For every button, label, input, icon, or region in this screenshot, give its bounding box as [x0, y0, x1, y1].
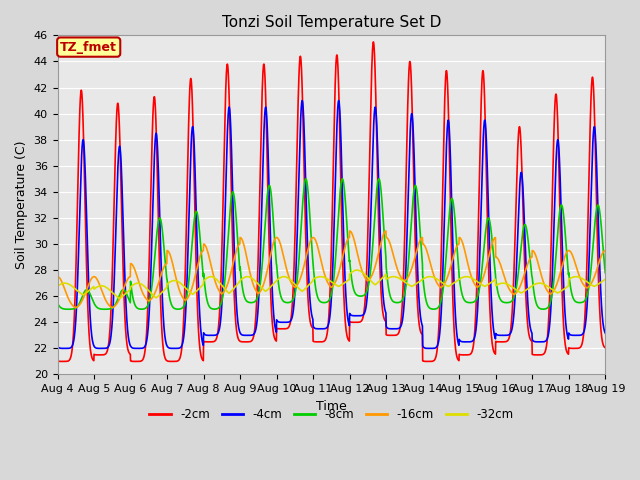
-32cm: [394, 275, 402, 281]
-8cm: [65, 306, 72, 312]
-2cm: [337, 177, 344, 183]
Line: -2cm: -2cm: [58, 42, 605, 361]
-2cm: [578, 342, 586, 348]
-4cm: [495, 332, 502, 338]
-16cm: [495, 256, 502, 262]
-8cm: [394, 300, 402, 305]
-8cm: [602, 270, 609, 276]
-16cm: [578, 279, 586, 285]
-32cm: [495, 281, 502, 287]
Y-axis label: Soil Temperature (C): Soil Temperature (C): [15, 141, 28, 269]
-4cm: [204, 332, 211, 338]
-4cm: [602, 330, 609, 336]
-8cm: [495, 291, 502, 297]
-16cm: [156, 276, 164, 282]
-4cm: [298, 98, 306, 104]
-32cm: [578, 276, 586, 281]
Title: Tonzi Soil Temperature Set D: Tonzi Soil Temperature Set D: [221, 15, 441, 30]
-8cm: [204, 298, 211, 303]
-4cm: [54, 343, 61, 349]
Line: -8cm: -8cm: [58, 179, 605, 309]
-2cm: [54, 358, 61, 364]
Text: TZ_fmet: TZ_fmet: [60, 41, 117, 54]
-2cm: [495, 339, 502, 345]
-16cm: [394, 268, 402, 274]
-32cm: [54, 283, 61, 289]
-16cm: [204, 247, 211, 253]
Legend: -2cm, -4cm, -8cm, -16cm, -32cm: -2cm, -4cm, -8cm, -16cm, -32cm: [145, 404, 518, 426]
-8cm: [375, 176, 383, 182]
-4cm: [97, 346, 105, 351]
-2cm: [132, 359, 140, 364]
X-axis label: Time: Time: [316, 400, 347, 413]
-4cm: [337, 140, 345, 145]
-2cm: [370, 39, 378, 45]
-4cm: [156, 213, 164, 219]
-2cm: [204, 339, 211, 345]
-32cm: [156, 292, 164, 298]
-16cm: [346, 228, 353, 234]
-8cm: [156, 215, 164, 221]
Line: -16cm: -16cm: [58, 231, 605, 308]
Line: -4cm: -4cm: [58, 101, 605, 348]
-2cm: [156, 271, 164, 276]
-16cm: [602, 248, 609, 253]
-16cm: [72, 305, 79, 311]
-16cm: [54, 274, 61, 279]
-32cm: [353, 267, 361, 273]
-32cm: [337, 282, 344, 288]
-32cm: [116, 296, 124, 301]
-8cm: [54, 300, 61, 306]
-4cm: [394, 326, 402, 332]
-8cm: [578, 300, 586, 305]
-32cm: [204, 275, 211, 281]
-2cm: [602, 345, 609, 351]
-32cm: [602, 276, 609, 282]
-4cm: [578, 332, 586, 338]
Line: -32cm: -32cm: [58, 270, 605, 299]
-2cm: [394, 331, 402, 337]
-8cm: [337, 182, 344, 188]
-16cm: [337, 262, 344, 268]
